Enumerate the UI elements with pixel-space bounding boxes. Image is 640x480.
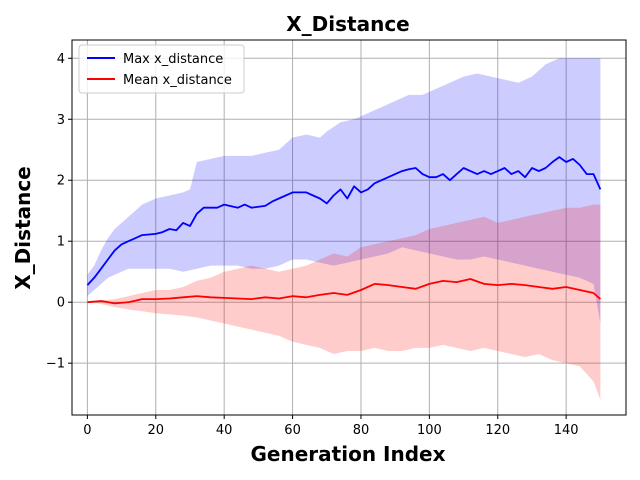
legend: Max x_distance Mean x_distance bbox=[78, 44, 245, 94]
y-tick-label: 4 bbox=[57, 52, 65, 67]
legend-label-mean: Mean x_distance bbox=[123, 73, 232, 88]
x-tick-label: 60 bbox=[284, 423, 301, 438]
x-tick-label: 100 bbox=[417, 423, 442, 438]
y-tick-label: −1 bbox=[46, 357, 65, 372]
series-lines bbox=[86, 156, 602, 305]
series-line-mean bbox=[87, 278, 601, 305]
x-axis-ticks: 0 20 40 60 80 100 120 140 bbox=[83, 415, 579, 438]
series-line-max bbox=[86, 156, 602, 286]
y-tick-label: 0 bbox=[57, 296, 65, 311]
band-mean bbox=[87, 204, 601, 400]
legend-box bbox=[78, 44, 245, 94]
x-tick-label: 20 bbox=[148, 423, 165, 438]
x-axis-label: Generation Index bbox=[251, 442, 446, 466]
legend-label-max: Max x_distance bbox=[123, 52, 223, 67]
band-max bbox=[87, 58, 601, 324]
plot-frame bbox=[71, 39, 627, 416]
x-tick-label: 140 bbox=[554, 423, 579, 438]
x-tick-label: 40 bbox=[216, 423, 233, 438]
x-tick-label: 0 bbox=[83, 423, 91, 438]
confidence-bands bbox=[87, 58, 601, 400]
y-tick-label: 2 bbox=[57, 174, 65, 189]
y-tick-label: 1 bbox=[57, 235, 65, 250]
y-axis-label: X_Distance bbox=[11, 166, 35, 290]
x-tick-label: 80 bbox=[353, 423, 370, 438]
y-axis-ticks: −1 0 1 2 3 4 bbox=[46, 52, 72, 372]
gridlines bbox=[72, 40, 626, 415]
chart-title: X_Distance bbox=[286, 12, 410, 36]
y-tick-label: 3 bbox=[57, 113, 65, 128]
x-tick-label: 120 bbox=[485, 423, 510, 438]
